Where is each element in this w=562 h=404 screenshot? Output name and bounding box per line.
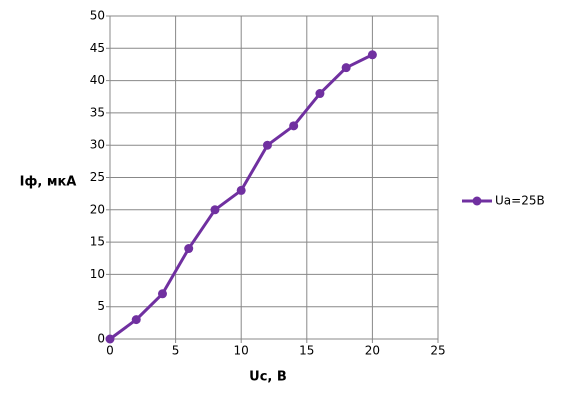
y-axis-label: Iф, мкА [20,175,77,190]
data-point [157,289,167,299]
y-tick-label: 45 [90,41,105,55]
y-tick-label: 25 [90,170,105,184]
x-axis-label: Uc, В [249,370,287,385]
x-tick-label: 20 [365,344,380,358]
y-tick-label: 30 [90,138,105,152]
x-tick-label: 10 [234,344,249,358]
y-tick-label: 10 [90,267,105,281]
y-tick-label: 5 [97,299,105,313]
legend-label: Ua=25В [495,194,545,208]
x-tick-label: 15 [299,344,314,358]
y-tick-label: 35 [90,105,105,119]
data-point [289,121,299,131]
y-tick-label: 40 [90,73,105,87]
y-tick-label: 20 [90,202,105,216]
y-tick-label: 15 [90,235,105,249]
data-point [236,185,246,195]
x-tick-label: 25 [430,344,445,358]
x-tick-label: 0 [106,344,114,358]
y-tick-label: 0 [97,332,105,346]
data-point [262,140,272,150]
data-point [341,63,351,73]
y-tick-label: 50 [90,9,105,23]
x-tick-label: 5 [172,344,180,358]
data-point [184,244,194,254]
data-point [315,89,325,99]
data-point [210,205,220,215]
data-point [367,50,377,60]
data-point [131,315,141,325]
data-point [105,334,115,344]
legend-marker [472,196,482,206]
